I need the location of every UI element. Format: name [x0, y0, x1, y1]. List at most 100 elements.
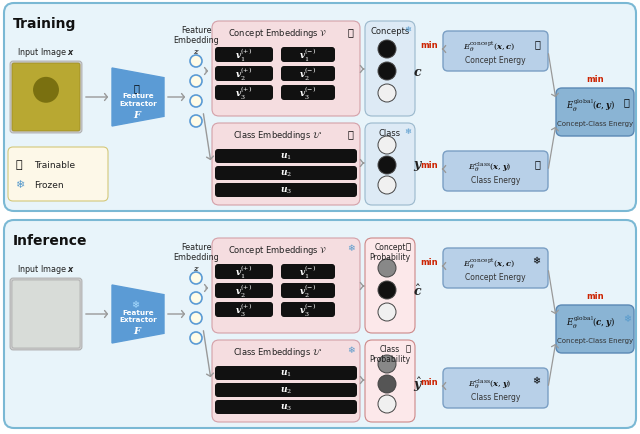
Circle shape [378, 355, 396, 373]
Circle shape [190, 293, 202, 304]
Circle shape [378, 177, 396, 194]
Text: 🔥: 🔥 [406, 343, 411, 352]
Circle shape [378, 63, 396, 81]
Text: $\boldsymbol{u}_2$: $\boldsymbol{u}_2$ [280, 168, 292, 179]
FancyBboxPatch shape [12, 64, 80, 132]
Text: 🔥: 🔥 [16, 160, 22, 170]
FancyBboxPatch shape [215, 184, 357, 197]
Circle shape [190, 76, 202, 88]
Text: $\boldsymbol{v}_1^{(-)}$: $\boldsymbol{v}_1^{(-)}$ [300, 263, 317, 280]
Text: $\boldsymbol{F}$: $\boldsymbol{F}$ [133, 325, 143, 336]
FancyBboxPatch shape [365, 340, 415, 422]
Text: $\boldsymbol{u}_2$: $\boldsymbol{u}_2$ [280, 385, 292, 395]
FancyBboxPatch shape [443, 151, 548, 191]
Text: ❄️: ❄️ [132, 299, 140, 309]
Text: $\boldsymbol{v}_3^{(+)}$: $\boldsymbol{v}_3^{(+)}$ [236, 301, 253, 318]
Circle shape [378, 85, 396, 103]
Circle shape [190, 332, 202, 344]
FancyBboxPatch shape [4, 220, 636, 428]
Text: Class Embeddings $\mathcal{U}$: Class Embeddings $\mathcal{U}$ [234, 345, 323, 358]
Circle shape [190, 312, 202, 324]
Text: $\boldsymbol{v}_3^{(-)}$: $\boldsymbol{v}_3^{(-)}$ [300, 301, 317, 318]
Circle shape [33, 78, 59, 104]
Circle shape [378, 375, 396, 393]
Circle shape [378, 41, 396, 59]
FancyBboxPatch shape [215, 167, 357, 181]
Text: Class Embeddings $\mathcal{U}$: Class Embeddings $\mathcal{U}$ [234, 129, 323, 141]
Circle shape [190, 116, 202, 128]
Text: min: min [420, 378, 438, 387]
Text: Concept Energy: Concept Energy [465, 273, 526, 282]
FancyBboxPatch shape [556, 89, 634, 137]
Text: Class Energy: Class Energy [471, 392, 520, 401]
FancyBboxPatch shape [212, 124, 360, 206]
Text: $\boldsymbol{c}$: $\boldsymbol{c}$ [413, 66, 422, 78]
Text: Class
Probability: Class Probability [369, 344, 411, 364]
Text: $\boldsymbol{v}_1^{(+)}$: $\boldsymbol{v}_1^{(+)}$ [236, 263, 253, 280]
FancyBboxPatch shape [215, 150, 357, 164]
Text: 🔥: 🔥 [624, 97, 630, 107]
Text: $\boldsymbol{v}_2^{(-)}$: $\boldsymbol{v}_2^{(-)}$ [300, 66, 317, 83]
Text: $\boldsymbol{u}_1$: $\boldsymbol{u}_1$ [280, 151, 292, 162]
Text: $\boldsymbol{v}_2^{(+)}$: $\boldsymbol{v}_2^{(+)}$ [236, 66, 253, 83]
Text: ❄️: ❄️ [348, 243, 355, 253]
Text: Feature
Embedding
$\boldsymbol{z}$: Feature Embedding $\boldsymbol{z}$ [173, 243, 219, 272]
Text: ❄️: ❄️ [533, 256, 541, 265]
Circle shape [378, 281, 396, 299]
Text: ❄️: ❄️ [533, 375, 541, 385]
FancyBboxPatch shape [281, 283, 335, 298]
Circle shape [378, 137, 396, 155]
Circle shape [190, 273, 202, 284]
FancyBboxPatch shape [215, 283, 273, 298]
FancyBboxPatch shape [556, 305, 634, 353]
Text: 🔥: 🔥 [406, 241, 411, 250]
Text: min: min [420, 258, 438, 267]
FancyBboxPatch shape [281, 264, 335, 279]
Text: 🔥: 🔥 [348, 27, 354, 37]
Text: ❄️: ❄️ [405, 127, 412, 136]
Text: $\boldsymbol{u}_3$: $\boldsymbol{u}_3$ [280, 185, 292, 196]
Text: min: min [586, 291, 604, 300]
Text: Concept
Probability: Concept Probability [369, 243, 411, 262]
FancyBboxPatch shape [215, 264, 273, 279]
FancyBboxPatch shape [281, 48, 335, 63]
Polygon shape [112, 69, 164, 127]
Text: Feature
Embedding
$\boldsymbol{z}$: Feature Embedding $\boldsymbol{z}$ [173, 26, 219, 56]
Text: $\boldsymbol{F}$: $\boldsymbol{F}$ [133, 108, 143, 119]
Text: Concept-Class Energy: Concept-Class Energy [557, 337, 633, 343]
Text: ❄️: ❄️ [348, 345, 355, 354]
Text: $\boldsymbol{v}_3^{(+)}$: $\boldsymbol{v}_3^{(+)}$ [236, 85, 253, 102]
Text: min: min [420, 41, 438, 50]
Text: Trainable: Trainable [34, 161, 75, 170]
Text: Input Image $\boldsymbol{x}$: Input Image $\boldsymbol{x}$ [17, 263, 75, 275]
Text: $\boldsymbol{v}_2^{(-)}$: $\boldsymbol{v}_2^{(-)}$ [300, 283, 317, 299]
FancyBboxPatch shape [365, 22, 415, 117]
Text: $E_\theta^{\rm class}(\boldsymbol{x},\boldsymbol{y})$: $E_\theta^{\rm class}(\boldsymbol{x},\bo… [468, 160, 511, 174]
Text: 🔥: 🔥 [534, 39, 540, 49]
Text: Concept Energy: Concept Energy [465, 56, 526, 65]
FancyBboxPatch shape [215, 302, 273, 317]
FancyBboxPatch shape [215, 383, 357, 397]
Text: $E_\theta^{\rm global}(\boldsymbol{c},\boldsymbol{y})$: $E_\theta^{\rm global}(\boldsymbol{c},\b… [566, 314, 614, 330]
Circle shape [378, 260, 396, 277]
Text: Inference: Inference [13, 233, 88, 247]
Text: $\hat{\boldsymbol{c}}$: $\hat{\boldsymbol{c}}$ [413, 283, 422, 298]
Text: $\boldsymbol{y}$: $\boldsymbol{y}$ [413, 159, 423, 173]
Text: $E_\theta^{\rm concept}(\boldsymbol{x},\boldsymbol{c})$: $E_\theta^{\rm concept}(\boldsymbol{x},\… [463, 39, 516, 55]
Text: 🔥: 🔥 [133, 83, 139, 93]
Text: $\hat{\boldsymbol{y}}$: $\hat{\boldsymbol{y}}$ [413, 375, 423, 393]
Polygon shape [112, 285, 164, 343]
Text: $E_\theta^{\rm concept}(\boldsymbol{x},\boldsymbol{c})$: $E_\theta^{\rm concept}(\boldsymbol{x},\… [463, 256, 516, 271]
Text: 🔥: 🔥 [534, 159, 540, 169]
FancyBboxPatch shape [8, 148, 108, 201]
FancyBboxPatch shape [4, 4, 636, 211]
FancyBboxPatch shape [443, 368, 548, 408]
Circle shape [378, 157, 396, 174]
Text: Feature
Extractor: Feature Extractor [119, 310, 157, 323]
Text: $\boldsymbol{v}_1^{(+)}$: $\boldsymbol{v}_1^{(+)}$ [236, 47, 253, 64]
Text: min: min [420, 161, 438, 170]
FancyBboxPatch shape [212, 238, 360, 333]
FancyBboxPatch shape [212, 340, 360, 422]
FancyBboxPatch shape [215, 366, 357, 380]
FancyBboxPatch shape [212, 22, 360, 117]
